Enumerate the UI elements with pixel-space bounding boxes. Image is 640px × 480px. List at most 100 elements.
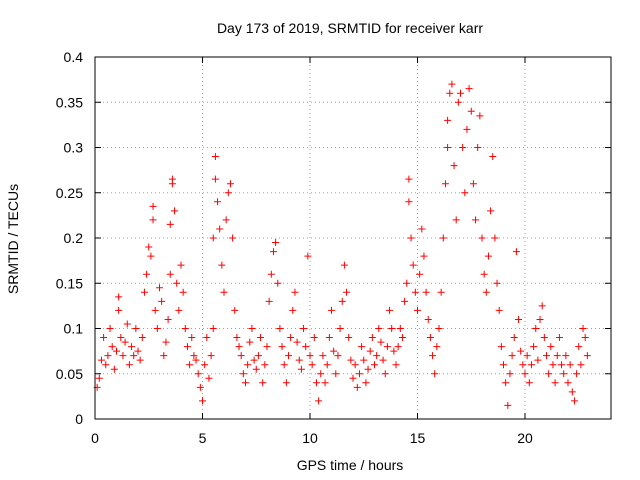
data-point: [366, 347, 374, 355]
data-point: [177, 261, 185, 269]
data-point: [149, 216, 157, 224]
data-point: [401, 297, 409, 305]
data-point: [489, 153, 497, 161]
data-point: [242, 379, 249, 387]
data-point: [325, 334, 333, 342]
data-point: [386, 306, 394, 314]
data-point: [469, 180, 477, 188]
data-point: [259, 379, 267, 387]
data-point: [102, 361, 110, 369]
data-point: [229, 234, 237, 242]
data-point: [472, 216, 480, 224]
data-point: [340, 261, 348, 269]
data-point: [300, 325, 308, 332]
data-point: [375, 325, 383, 332]
data-point: [538, 302, 546, 310]
data-point: [239, 370, 247, 378]
data-point: [405, 175, 413, 183]
data-point: [125, 361, 133, 369]
data-point: [527, 361, 535, 369]
data-point: [426, 334, 434, 342]
x-tick-label: 20: [517, 430, 533, 446]
data-point: [188, 334, 196, 342]
data-point: [500, 361, 507, 369]
data-point: [568, 388, 576, 396]
data-point: [332, 370, 340, 378]
data-point: [379, 356, 387, 364]
data-point: [504, 401, 512, 409]
data-point: [297, 365, 305, 373]
data-point: [214, 198, 222, 206]
data-point: [534, 356, 542, 364]
data-point: [435, 325, 443, 332]
data-point: [480, 270, 488, 278]
data-point: [573, 370, 581, 378]
data-point: [579, 325, 587, 332]
data-point: [358, 343, 366, 351]
data-point: [517, 347, 525, 355]
data-point: [235, 343, 243, 351]
data-point: [192, 356, 200, 364]
data-point: [199, 397, 206, 405]
data-point: [183, 343, 191, 351]
chart-title: Day 173 of 2019, SRMTID for receiver kar…: [217, 20, 483, 36]
data-point: [564, 379, 572, 387]
data-point: [581, 334, 589, 342]
data-point: [267, 270, 275, 278]
data-point: [330, 347, 338, 355]
data-point: [205, 374, 213, 382]
data-point: [512, 248, 520, 256]
x-tick-label: 5: [199, 430, 207, 446]
data-point: [461, 189, 469, 197]
x-axis-label: GPS time / hours: [297, 457, 404, 473]
data-point: [209, 234, 217, 242]
data-point: [437, 288, 445, 296]
data-point: [319, 352, 327, 360]
data-point: [196, 383, 204, 391]
data-point: [355, 370, 363, 378]
data-point: [265, 297, 273, 305]
data-point: [209, 325, 217, 332]
data-point: [353, 383, 361, 391]
data-point: [388, 325, 396, 332]
data-point: [467, 107, 475, 115]
data-point: [334, 352, 342, 360]
data-point: [457, 89, 464, 97]
data-point: [377, 338, 385, 346]
data-point: [308, 361, 316, 369]
data-point: [396, 325, 404, 332]
data-point: [145, 243, 153, 251]
y-tick-label: 0.3: [64, 140, 84, 156]
data-point: [231, 306, 239, 314]
y-tick-label: 0: [75, 411, 83, 427]
data-point: [351, 361, 359, 369]
data-point: [207, 352, 215, 360]
data-point: [347, 356, 355, 364]
data-point: [478, 234, 486, 242]
data-point: [493, 279, 501, 287]
data-point: [371, 361, 378, 369]
data-point: [484, 252, 492, 260]
data-point: [577, 361, 585, 369]
data-point: [166, 220, 174, 228]
data-point: [424, 315, 432, 323]
data-point: [506, 370, 514, 378]
data-point: [289, 306, 297, 314]
data-point: [173, 279, 181, 287]
data-point: [345, 334, 353, 342]
data-point: [521, 370, 529, 378]
data-point: [123, 320, 131, 328]
data-point: [476, 112, 484, 120]
data-point: [439, 234, 447, 242]
x-tick-label: 15: [410, 430, 426, 446]
data-point: [487, 207, 495, 215]
data-point: [104, 352, 112, 360]
data-point: [583, 352, 591, 360]
data-point: [211, 153, 219, 161]
data-point: [551, 379, 559, 387]
data-point: [291, 288, 299, 296]
data-point: [237, 352, 245, 360]
data-point: [171, 207, 179, 215]
data-point: [381, 370, 389, 378]
